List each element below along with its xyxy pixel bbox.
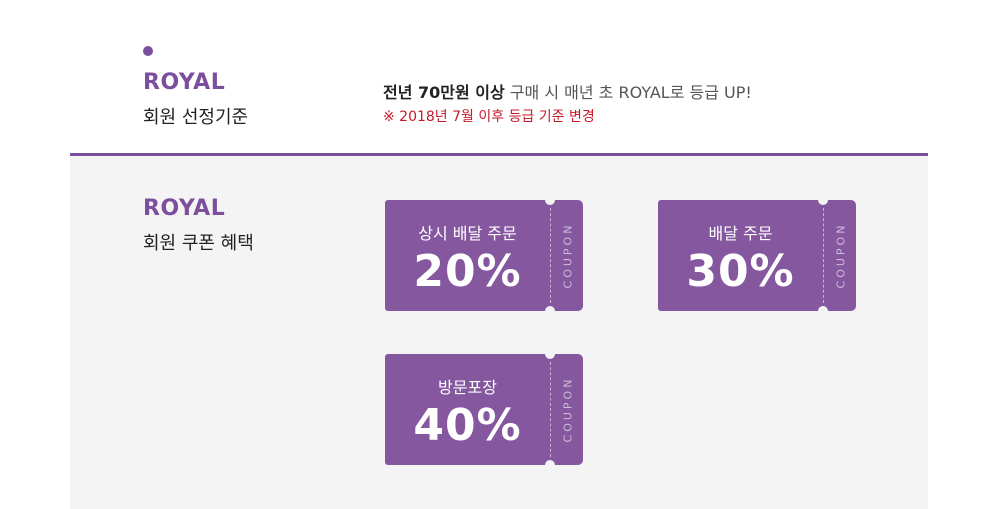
- coupon-body: 방문포장 40%: [385, 354, 550, 465]
- criteria-description: 구매 시 매년 초 ROYAL로 등급 UP!: [504, 83, 752, 102]
- criteria-highlight: 전년 70만원 이상: [383, 83, 505, 102]
- coupon-discount: 40%: [413, 400, 522, 451]
- coupon-notch: [818, 306, 828, 316]
- criteria-grade-title: ROYAL: [143, 70, 226, 95]
- bullet-dot-icon: [143, 46, 153, 56]
- coupon-tag-text: COUPON: [561, 376, 575, 443]
- coupon-discount: 20%: [413, 246, 522, 297]
- coupon-tag: COUPON: [553, 200, 583, 311]
- coupon-tag: COUPON: [826, 200, 856, 311]
- coupon-label: 배달 주문: [708, 224, 773, 243]
- coupon-label: 방문포장: [438, 378, 497, 397]
- coupon-stub: COUPON: [823, 200, 856, 311]
- coupon-card: 상시 배달 주문 20% COUPON: [385, 195, 583, 316]
- coupon-notch: [545, 195, 555, 205]
- coupon-label: 상시 배달 주문: [418, 224, 517, 243]
- criteria-subtitle: 회원 선정기준: [143, 107, 249, 128]
- coupon-notch: [545, 306, 555, 316]
- coupon-tag-text: COUPON: [834, 222, 848, 289]
- coupon-body: 상시 배달 주문 20%: [385, 200, 550, 311]
- coupon-notch: [545, 349, 555, 359]
- coupon-tag: COUPON: [553, 354, 583, 465]
- benefit-subtitle: 회원 쿠폰 혜택: [143, 233, 254, 254]
- coupon-body: 배달 주문 30%: [658, 200, 823, 311]
- coupon-notch: [545, 460, 555, 470]
- criteria-text: 전년 70만원 이상 구매 시 매년 초 ROYAL로 등급 UP!: [383, 79, 752, 103]
- coupon-card: 배달 주문 30% COUPON: [658, 195, 856, 316]
- section-divider: [70, 153, 928, 156]
- coupon-notch: [818, 195, 828, 205]
- coupon-stub: COUPON: [550, 354, 583, 465]
- benefit-grade-title: ROYAL: [143, 196, 226, 221]
- coupon-card: 방문포장 40% COUPON: [385, 349, 583, 470]
- coupon-stub: COUPON: [550, 200, 583, 311]
- coupon-tag-text: COUPON: [561, 222, 575, 289]
- coupon-discount: 30%: [686, 246, 795, 297]
- criteria-change-note: ※ 2018년 7월 이후 등급 기준 변경: [383, 109, 595, 125]
